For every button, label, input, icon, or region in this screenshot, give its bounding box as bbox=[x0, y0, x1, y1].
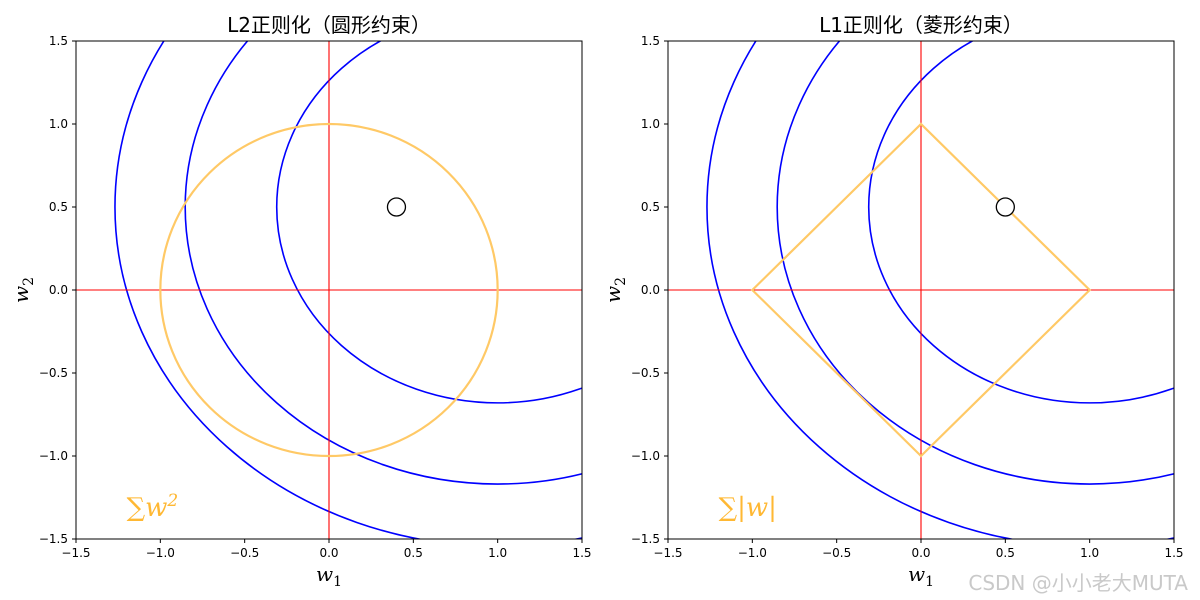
y-tick-label: −0.5 bbox=[39, 366, 68, 380]
y-tick-label: 1.5 bbox=[641, 34, 660, 48]
y-tick-label: −1.0 bbox=[39, 449, 68, 463]
y-axis-label-subscript: 2 bbox=[613, 277, 629, 286]
watermark-text: CSDN @小小老大MUTA bbox=[968, 571, 1188, 595]
x-tick-label: −1.0 bbox=[146, 546, 175, 560]
optimum-marker bbox=[995, 197, 1015, 217]
x-axis-label-base: w bbox=[316, 562, 333, 586]
x-axis-label: w1 bbox=[316, 562, 342, 590]
x-tick-label: 0.0 bbox=[911, 546, 930, 560]
annotation-superscript: 2 bbox=[166, 491, 178, 511]
x-tick-label: −1.5 bbox=[653, 546, 682, 560]
y-axis-label-base: w bbox=[9, 286, 33, 303]
regularizer-annotation: ∑|w| bbox=[719, 493, 777, 523]
x-tick-label: −0.5 bbox=[822, 546, 851, 560]
y-tick-label: −1.5 bbox=[39, 532, 68, 546]
x-tick-label: −0.5 bbox=[230, 546, 259, 560]
plot-area bbox=[668, 41, 1174, 539]
annotation-base: ∑|w| bbox=[719, 493, 777, 523]
contour-line-2 bbox=[184, 41, 582, 485]
x-tick-label: 1.5 bbox=[1164, 546, 1183, 560]
x-tick-label: −1.5 bbox=[61, 546, 90, 560]
y-tick-label: 1.5 bbox=[49, 34, 68, 48]
contour-line-1 bbox=[275, 41, 582, 404]
x-axis-label: w1 bbox=[908, 562, 934, 590]
x-tick-label: −1.0 bbox=[738, 546, 767, 560]
chart-title: L1正则化（菱形约束） bbox=[819, 13, 1023, 37]
y-axis-label-subscript: 2 bbox=[21, 277, 37, 286]
regularizer-annotation: ∑w2 bbox=[127, 491, 179, 523]
y-tick-label: 0.5 bbox=[49, 200, 68, 214]
x-axis-label-subscript: 1 bbox=[333, 574, 342, 590]
contour-line-2 bbox=[776, 41, 1174, 485]
annotation-base: ∑w bbox=[127, 493, 168, 523]
chart-panel-1: ∑w2−1.5 −1.0 −0.5 0.0 0.5 1.0 1.5−1.5−1.0−0.50… bbox=[9, 13, 592, 590]
y-axis-label: w2 bbox=[9, 277, 37, 303]
x-axis-label-base: w bbox=[908, 562, 925, 586]
contour-line-3 bbox=[706, 41, 1174, 539]
x-tick-label: 1.5 bbox=[572, 546, 591, 560]
y-tick-label: 1.0 bbox=[641, 117, 660, 131]
y-axis-label: w2 bbox=[601, 277, 629, 303]
chart-panel-2: ∑|w| −1.5 −1.0 −0.5 0.0 0.5 1.0 1.5 −1.5 −1.0 −0.5… bbox=[601, 13, 1184, 590]
y-tick-label: 0.5 bbox=[641, 200, 660, 214]
y-tick-label: −1.5 bbox=[631, 532, 660, 546]
y-tick-label: 1.0 bbox=[49, 117, 68, 131]
plot-area bbox=[76, 41, 582, 539]
y-axis-label-base: w bbox=[601, 286, 625, 303]
y-tick-label: −1.0 bbox=[631, 449, 660, 463]
x-tick-label: 1.0 bbox=[488, 546, 507, 560]
x-tick-label: 1.0 bbox=[1080, 546, 1099, 560]
y-tick-label: 0.0 bbox=[49, 283, 68, 297]
x-tick-label: 0.5 bbox=[996, 546, 1015, 560]
chart-title: L2正则化（圆形约束） bbox=[227, 13, 431, 37]
l1-constraint-diamond bbox=[750, 122, 1092, 458]
x-axis-label-subscript: 1 bbox=[925, 574, 934, 590]
x-tick-label: 0.0 bbox=[319, 546, 338, 560]
contour-line-3 bbox=[114, 41, 582, 539]
y-tick-label: 0.0 bbox=[641, 283, 660, 297]
y-tick-label: −0.5 bbox=[631, 366, 660, 380]
contour-line-1 bbox=[867, 41, 1174, 404]
x-tick-label: 0.5 bbox=[404, 546, 423, 560]
l2-constraint-circle bbox=[159, 122, 499, 458]
optimum-marker bbox=[386, 197, 407, 217]
